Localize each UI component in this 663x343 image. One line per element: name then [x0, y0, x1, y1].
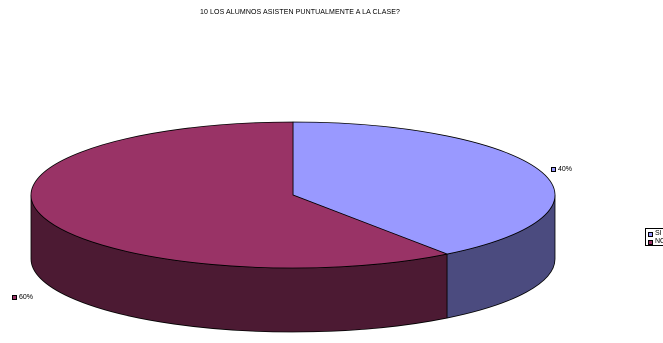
data-label-no-swatch	[12, 295, 17, 300]
data-label-si: 40%	[551, 166, 572, 173]
pie-slice-no	[30, 121, 449, 269]
pie-slice-si	[292, 121, 556, 255]
legend-item-no: NO	[648, 238, 663, 246]
legend-label-no: NO	[655, 238, 663, 245]
data-label-no: 60%	[12, 294, 33, 301]
legend-label-si: SI	[655, 230, 662, 237]
legend-swatch-no	[648, 239, 653, 245]
chart-title: 10 LOS ALUMNOS ASISTEN PUNTUALMENTE A LA…	[200, 9, 400, 16]
data-label-no-text: 60%	[19, 294, 34, 301]
data-label-si-text: 40%	[558, 166, 573, 173]
data-label-si-swatch	[551, 167, 556, 172]
legend: SI NO	[645, 228, 663, 246]
legend-item-si: SI	[648, 230, 663, 238]
legend-swatch-si	[648, 231, 653, 237]
